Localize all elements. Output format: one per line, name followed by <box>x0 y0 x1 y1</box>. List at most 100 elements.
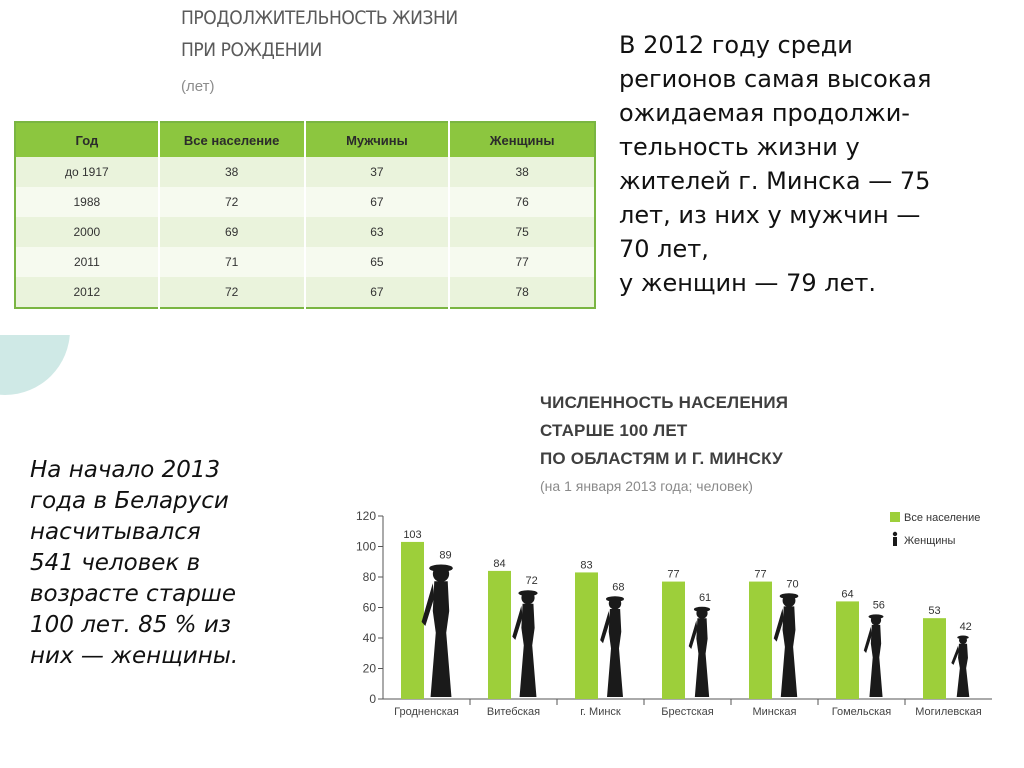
arm <box>688 620 698 649</box>
text-line: На начало 2013 <box>30 457 221 483</box>
y-tick-label: 120 <box>356 509 376 523</box>
header-all: Все население <box>158 122 306 157</box>
chart-subtitle: (на 1 января 2013 года; человек) <box>540 478 753 494</box>
bar-value-label: 84 <box>493 558 505 570</box>
text-line: регионов самая высокая <box>619 65 932 93</box>
chart-title-line-3: ПО ОБЛАСТЯМ И Г. МИНСКУ <box>540 449 783 468</box>
woman-value-label: 70 <box>786 578 798 590</box>
head <box>870 615 882 626</box>
chart-title-line-1: ЧИСЛЕННОСТЬ НАСЕЛЕНИЯ <box>540 393 789 412</box>
centenarian-text: На начало 2013 года в Беларуси насчитыва… <box>30 455 290 672</box>
woman-value-label: 56 <box>873 600 885 612</box>
table-cell: 2000 <box>15 217 160 247</box>
woman-silhouette-icon <box>773 593 799 697</box>
table-header-row: Год Все население Мужчины Женщины <box>15 122 595 157</box>
table-title-line-2: ПРИ РОЖДЕНИИ <box>181 39 322 61</box>
head <box>608 597 622 610</box>
table-cell: 2011 <box>15 247 160 277</box>
bar <box>749 581 772 699</box>
arm <box>421 583 435 626</box>
arm <box>863 626 872 654</box>
text-line: 541 человек в <box>30 550 201 576</box>
table-unit: (лет) <box>181 78 215 95</box>
table-cell: 67 <box>304 187 451 217</box>
decorative-arc <box>0 335 70 395</box>
woman-silhouette-icon <box>863 614 884 697</box>
table-cell: 63 <box>304 217 451 247</box>
table-cell: 75 <box>449 217 595 247</box>
head <box>521 591 535 605</box>
head <box>432 565 450 583</box>
table-cell: 69 <box>158 217 306 247</box>
text-line: 100 лет. 85 % из <box>30 612 232 638</box>
table-cell: 1988 <box>15 187 160 217</box>
table-cell: 67 <box>304 277 451 308</box>
table-cell: 71 <box>158 247 306 277</box>
dress <box>694 618 710 697</box>
bar <box>923 618 946 699</box>
table-title-line-1: ПРОДОЛЖИТЕЛЬНОСТЬ ЖИЗНИ <box>181 7 458 29</box>
head <box>959 636 967 645</box>
woman-value-label: 89 <box>439 549 451 561</box>
y-tick-label: 20 <box>363 662 377 676</box>
life-expectancy-table: Год Все население Мужчины Женщины до 191… <box>14 121 596 309</box>
woman-value-label: 72 <box>525 575 537 587</box>
category-label: Брестская <box>661 706 714 718</box>
woman-value-label: 42 <box>960 621 972 633</box>
woman-silhouette-icon <box>951 635 970 697</box>
table-cell: до 1917 <box>15 157 160 187</box>
dress <box>956 643 970 697</box>
dress <box>780 606 798 697</box>
category-label: Могилевская <box>915 706 981 718</box>
text-line: ожидаемая продолжи- <box>619 99 910 127</box>
head <box>696 607 708 619</box>
header-year: Год <box>15 122 160 157</box>
table-cell: 38 <box>449 157 595 187</box>
bar <box>401 541 424 699</box>
text-line: жителей г. Минска — 75 <box>619 167 931 195</box>
y-tick-label: 60 <box>363 601 377 615</box>
table-cell: 38 <box>158 157 306 187</box>
bar-value-label: 64 <box>841 588 853 600</box>
dress <box>869 624 883 697</box>
table-cell: 2012 <box>15 277 160 308</box>
table-row: 2012 72 67 78 <box>15 277 595 308</box>
category-label: Гродненская <box>394 706 459 718</box>
dress <box>519 603 537 697</box>
header-men: Мужчины <box>304 122 451 157</box>
bar <box>575 572 598 699</box>
category-label: г. Минск <box>580 706 621 718</box>
legend-head <box>892 531 898 537</box>
text-line: них — женщины. <box>30 643 239 669</box>
dress <box>430 581 452 697</box>
arm <box>951 645 959 665</box>
y-tick-label: 0 <box>369 692 376 706</box>
text-line: насчитывался <box>30 519 201 545</box>
table-cell: 72 <box>158 277 306 308</box>
bar-value-label: 53 <box>928 605 940 617</box>
bar-value-label: 77 <box>667 569 679 581</box>
chart-title: ЧИСЛЕННОСТЬ НАСЕЛЕНИЯ СТАРШЕ 100 ЛЕТ ПО … <box>540 389 788 473</box>
minsk-life-expectancy-text: В 2012 году среди регионов самая высокая… <box>619 28 999 300</box>
bar-value-label: 77 <box>754 569 766 581</box>
bar-value-label: 83 <box>580 559 592 571</box>
text-line: года в Беларуси <box>30 488 229 514</box>
bar <box>662 581 685 699</box>
category-label: Витебская <box>487 706 540 718</box>
table-cell: 65 <box>304 247 451 277</box>
legend-label-all: Все население <box>904 512 980 524</box>
chart-title-line-2: СТАРШЕ 100 ЛЕТ <box>540 421 688 440</box>
table-row: 1988 72 67 76 <box>15 187 595 217</box>
legend-swatch-bar <box>890 512 900 522</box>
woman-silhouette-icon <box>600 596 625 697</box>
table-cell: 78 <box>449 277 595 308</box>
woman-value-label: 61 <box>699 592 711 604</box>
text-line: 70 лет, <box>619 235 709 263</box>
table-title: ПРОДОЛЖИТЕЛЬНОСТЬ ЖИЗНИ ПРИ РОЖДЕНИИ <box>181 2 458 66</box>
dress <box>607 608 623 697</box>
table-row: до 1917 38 37 38 <box>15 157 595 187</box>
woman-silhouette-icon <box>421 564 453 697</box>
centenarian-bar-chart: 0 20 40 60 80 100 120 103 89 Гродненская 84 72 Витеб… <box>356 509 992 718</box>
table-cell: 37 <box>304 157 451 187</box>
table-row: 2011 71 65 77 <box>15 247 595 277</box>
